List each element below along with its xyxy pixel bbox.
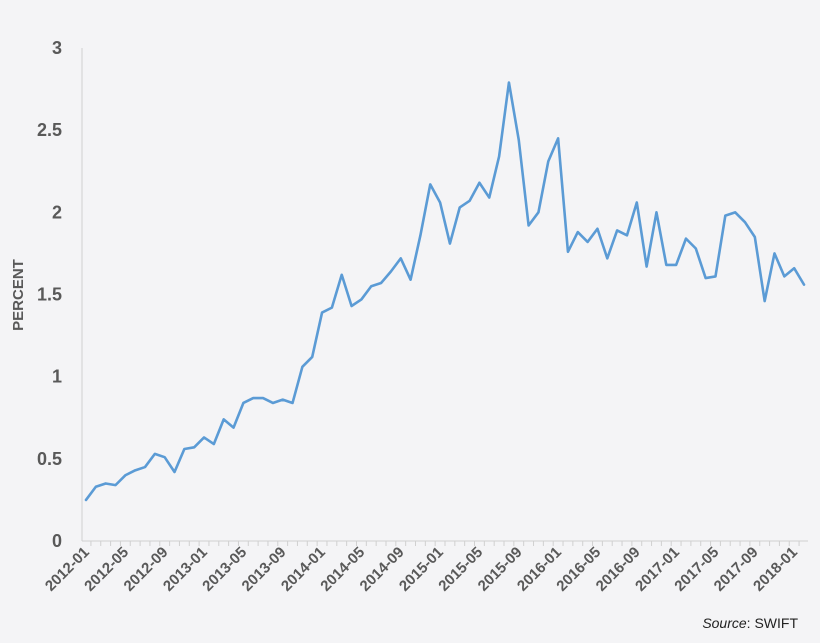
y-tick-label: 1.5 [37, 285, 62, 305]
series-line [84, 81, 806, 502]
y-tick-label: 0 [52, 531, 62, 551]
y-axis-label: PERCENT [10, 259, 27, 331]
source-note: Source: SWIFT [702, 615, 798, 631]
y-tick-label: 2.5 [37, 120, 62, 140]
y-tick-label: 0.5 [37, 449, 62, 469]
y-tick-label: 3 [52, 38, 62, 58]
x-axis: 2012-012012-052012-092013-012013-052013-… [42, 540, 808, 595]
y-tick-label: 1 [52, 367, 62, 387]
source-prefix: Source [702, 615, 747, 631]
y-axis: 0 0.5 1 1.5 2 2.5 3 [37, 38, 83, 551]
y-tick-label: 2 [52, 202, 62, 222]
series-group [84, 81, 806, 502]
source-suffix: : SWIFT [746, 615, 798, 631]
x-tick-label: 2018-01 [750, 544, 801, 595]
